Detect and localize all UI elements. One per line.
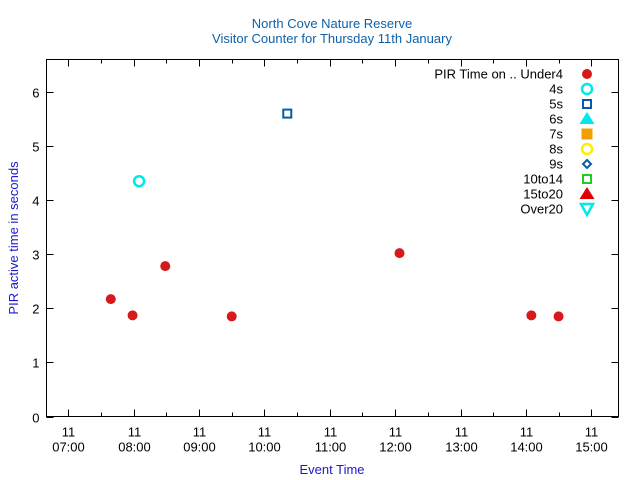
- data-point-under4: [553, 311, 564, 322]
- x-tick-label: 11:00: [315, 440, 347, 455]
- legend-label: 5s: [549, 97, 563, 112]
- legend-label: 4s: [549, 82, 563, 97]
- x-tick-label: 15:00: [575, 440, 608, 455]
- x-tick-day: 11: [193, 425, 207, 440]
- data-point-under4: [160, 261, 171, 272]
- x-tick-label: 13:00: [445, 440, 478, 455]
- data-point-5s: [282, 108, 293, 119]
- legend: PIR Time on .. Under44s5s6s7s8s9s10to141…: [434, 67, 596, 218]
- y-tick-label: 2: [32, 302, 39, 317]
- data-point-4s: [132, 174, 146, 188]
- legend-label: 6s: [549, 112, 563, 127]
- y-tick-label: 0: [32, 411, 39, 426]
- legend-marker: [578, 202, 596, 218]
- legend-marker: [579, 112, 595, 124]
- y-tick-label: 4: [32, 194, 39, 209]
- data-point-under4: [127, 310, 138, 321]
- legend-label: PIR Time on .. Under4: [434, 67, 563, 82]
- legend-marker: [582, 99, 592, 109]
- y-tick-label: 1: [32, 356, 39, 371]
- plot-area: [46, 59, 619, 417]
- legend-marker: [582, 174, 592, 184]
- x-tick-day: 11: [389, 425, 403, 440]
- data-marks: [105, 108, 564, 322]
- legend-label: 8s: [549, 142, 563, 157]
- legend-marker: [582, 69, 592, 79]
- axis-ticks: 01234561107:001108:001109:001110:001111:…: [32, 59, 619, 455]
- legend-label: Over20: [520, 202, 563, 217]
- x-axis-label: Event Time: [299, 462, 364, 477]
- x-tick-label: 12:00: [379, 440, 412, 455]
- x-tick-label: 14:00: [510, 440, 543, 455]
- x-tick-day: 11: [520, 425, 534, 440]
- x-tick-day: 11: [258, 425, 272, 440]
- y-tick-label: 5: [32, 140, 39, 155]
- data-point-under4: [394, 248, 405, 259]
- x-tick-label: 09:00: [183, 440, 216, 455]
- legend-marker: [579, 187, 595, 199]
- data-point-under4: [105, 294, 116, 305]
- y-axis-label: PIR active time in seconds: [6, 161, 21, 315]
- x-tick-label: 10:00: [248, 440, 281, 455]
- x-tick-day: 11: [128, 425, 142, 440]
- legend-label: 9s: [549, 157, 563, 172]
- x-tick-day: 11: [585, 425, 599, 440]
- legend-label: 7s: [549, 127, 563, 142]
- x-tick-day: 11: [62, 425, 76, 440]
- legend-marker: [581, 158, 593, 170]
- legend-label: 10to14: [523, 172, 563, 187]
- legend-marker: [580, 82, 594, 96]
- data-point-under4: [226, 311, 237, 322]
- x-tick-day: 11: [324, 425, 338, 440]
- x-tick-day: 11: [455, 425, 469, 440]
- chart-subtitle: Visitor Counter for Thursday 11th Januar…: [212, 31, 452, 46]
- data-point-under4: [526, 310, 537, 321]
- legend-marker: [580, 142, 594, 156]
- x-tick-label: 07:00: [52, 440, 85, 455]
- legend-label: 15to20: [523, 187, 563, 202]
- x-tick-label: 08:00: [118, 440, 151, 455]
- legend-marker: [581, 128, 593, 140]
- y-tick-label: 6: [32, 86, 39, 101]
- chart-title: North Cove Nature Reserve: [252, 16, 412, 31]
- y-tick-label: 3: [32, 248, 39, 263]
